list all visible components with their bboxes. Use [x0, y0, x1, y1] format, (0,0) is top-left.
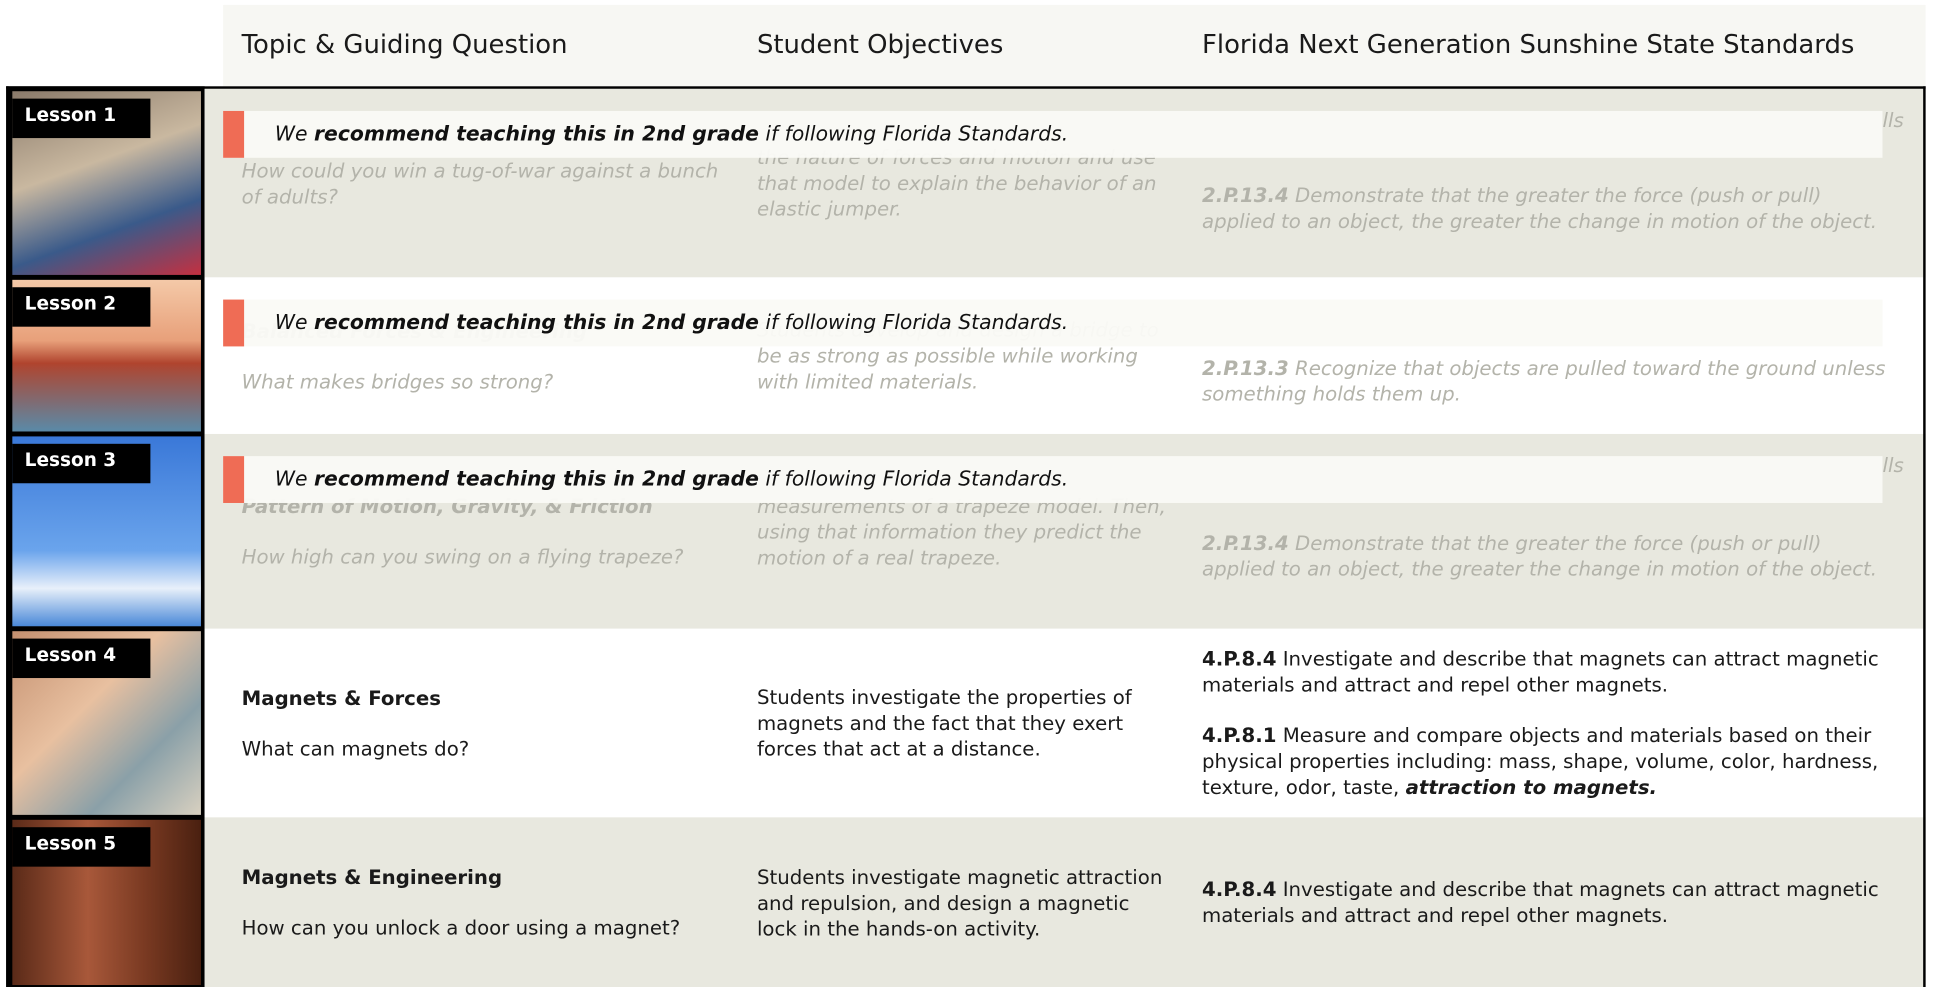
banner-accent: [223, 299, 245, 347]
guiding-question: What makes bridges so strong?: [241, 369, 554, 393]
grade-banner: We recommend teaching this in 2nd grade …: [223, 299, 1883, 347]
topic: Magnets & Engineering: [241, 865, 503, 889]
banner-text-end: if following Florida Standards.: [758, 310, 1069, 335]
objective: Students investigate magnetic attraction…: [756, 864, 1163, 941]
standards-cell: 2.P.13.4 Demonstrate that the greater th…: [1202, 113, 1892, 302]
lesson-row: Lesson 3 Pattern of Motion, Gravity, & Fr…: [0, 433, 1933, 629]
grade-banner: We recommend teaching this in 2nd grade …: [223, 456, 1883, 503]
lesson-label: Lesson 1: [12, 98, 151, 139]
banner-text-end: if following Florida Standards.: [758, 467, 1069, 491]
banner-text-start: We: [274, 122, 315, 146]
standard-code: 2.P.13.4: [1201, 183, 1289, 207]
lesson-row: Lesson 1 How could you win a tug-of-war a…: [0, 88, 1933, 278]
standard-emphasis: attraction to magnets.: [1405, 775, 1658, 799]
standard-code: 4.P.8.1: [1201, 723, 1277, 748]
header-band: [223, 4, 1926, 87]
row-background: [204, 628, 1926, 818]
lesson-label: Lesson 2: [12, 287, 151, 327]
lesson-row: Lesson 5 Magnets & Engineering How can you…: [0, 817, 1933, 987]
standard-text: Recognize that objects are pulled toward…: [1201, 355, 1886, 405]
objective: Students investigate the properties of m…: [756, 685, 1132, 761]
standard: 2.P.13.3 Recognize that objects are pull…: [1202, 354, 1892, 406]
standard-text: Demonstrate that the greater the force (…: [1201, 183, 1878, 233]
clipped-text: lls: [1882, 108, 1904, 132]
standard-code: 4.P.8.4: [1201, 877, 1277, 902]
banner-text: We recommend teaching this in 2nd grade …: [275, 111, 1068, 158]
banner-text-start: We: [274, 310, 315, 335]
standard: 4.P.8.4 Investigate and describe that ma…: [1202, 877, 1892, 929]
standard-code: 2.P.13.4: [1201, 531, 1289, 555]
standard-text: Measure and compare objects and material…: [1201, 723, 1879, 799]
standards-cell: 2.P.13.4 Demonstrate that the greater th…: [1202, 459, 1892, 654]
guiding-question: How high can you swing on a flying trape…: [241, 544, 684, 569]
topic: Magnets & Forces: [241, 686, 441, 710]
banner-emphasis: recommend teaching this in 2nd grade: [314, 310, 759, 335]
standard: 4.P.8.4 Investigate and describe that ma…: [1202, 646, 1892, 698]
lesson-row: Lesson 2Balanced Forces & EngineeringWha…: [0, 277, 1933, 434]
banner-emphasis: recommend teaching this in 2nd grade: [314, 467, 759, 491]
banner-text-start: We: [274, 467, 315, 491]
guiding-question: How could you win a tug-of-war against a…: [241, 158, 719, 208]
lesson-row: Lesson 4 Magnets & Forces What can magnets…: [0, 628, 1933, 818]
banner-emphasis: recommend teaching this in 2nd grade: [314, 122, 759, 146]
topic-cell: How could you win a tug-of-war against a…: [242, 89, 735, 278]
banner-text-end: if following Florida Standards.: [758, 122, 1069, 146]
objective-cell: Students investigate magnetic attraction…: [757, 817, 1171, 987]
column-header: Florida Next Generation Sunshine State S…: [1201, 29, 1855, 60]
column-header: Student Objectives: [756, 29, 1004, 60]
grade-banner: We recommend teaching this in 2nd grade …: [223, 110, 1883, 158]
topic-cell: Magnets & Engineering How can you unlock …: [242, 817, 735, 987]
standard-text: Investigate and describe that magnets ca…: [1201, 647, 1879, 697]
objective-cell: Students investigate the properties of m…: [757, 629, 1171, 818]
standard-code: 4.P.8.4: [1201, 647, 1277, 671]
standard: 4.P.8.1 Measure and compare objects and …: [1202, 722, 1892, 800]
banner-accent: [223, 110, 245, 158]
lesson-label: Lesson 4: [12, 638, 151, 679]
clipped-text: lls: [1882, 453, 1904, 478]
banner-text: We recommend teaching this in 2nd grade …: [275, 300, 1068, 347]
topic-cell: Magnets & Forces What can magnets do?: [242, 629, 735, 818]
standards-cell: 4.P.8.4 Investigate and describe that ma…: [1202, 629, 1892, 818]
standard-text: Demonstrate that the greater the force (…: [1201, 531, 1878, 581]
standards-cell: 2.P.13.3 Recognize that objects are pull…: [1202, 302, 1892, 459]
lesson-label: Lesson 3: [12, 443, 151, 484]
banner-accent: [223, 456, 245, 503]
lesson-label: Lesson 5: [12, 827, 151, 867]
guiding-question: What can magnets do?: [241, 736, 470, 761]
banner-text: We recommend teaching this in 2nd grade …: [275, 456, 1068, 503]
standard-text: Investigate and describe that magnets ca…: [1201, 877, 1879, 928]
standards-cell: 4.P.8.4 Investigate and describe that ma…: [1202, 817, 1892, 987]
standard-code: 2.P.13.3: [1201, 355, 1289, 380]
column-header: Topic & Guiding Question: [241, 29, 568, 60]
standard: 2.P.13.4 Demonstrate that the greater th…: [1202, 182, 1892, 234]
row-background: [204, 817, 1926, 987]
standard: 2.P.13.4 Demonstrate that the greater th…: [1202, 530, 1892, 582]
objective: measurements of a trapeze model. Then, u…: [756, 493, 1166, 569]
guiding-question: How can you unlock a door using a magnet…: [241, 915, 681, 940]
